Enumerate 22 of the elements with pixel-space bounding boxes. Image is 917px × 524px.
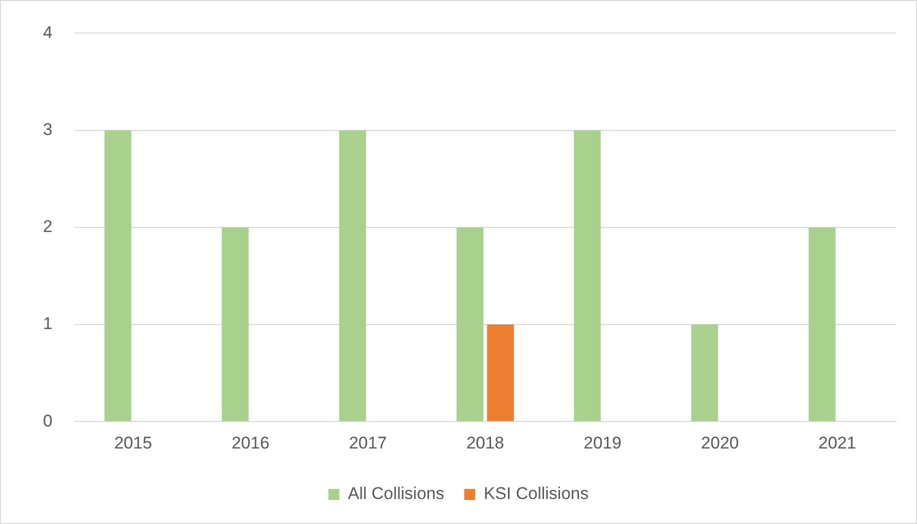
x-tick-label: 2015 [114, 433, 152, 452]
y-tick-label: 4 [42, 22, 52, 42]
bar [339, 130, 366, 422]
bar [487, 324, 514, 422]
bar [808, 227, 836, 422]
y-tick-label: 1 [42, 314, 52, 334]
y-tick-label: 0 [42, 411, 52, 430]
bar [691, 324, 718, 422]
bar [456, 227, 484, 422]
x-tick-label: 2019 [584, 433, 622, 452]
x-tick-label: 2017 [348, 433, 387, 452]
bar [574, 130, 601, 422]
x-tick-label: 2021 [818, 433, 856, 452]
bar [222, 227, 249, 422]
legend-label: All Collisions [348, 484, 444, 504]
y-tick-label: 2 [42, 217, 52, 236]
x-tick-label: 2016 [232, 433, 270, 452]
x-tick-label: 2020 [701, 433, 739, 452]
bar [104, 130, 132, 422]
y-tick-label: 3 [42, 120, 52, 139]
x-tick-label: 2018 [466, 433, 504, 452]
legend-label: KSI Collisions [484, 484, 589, 504]
